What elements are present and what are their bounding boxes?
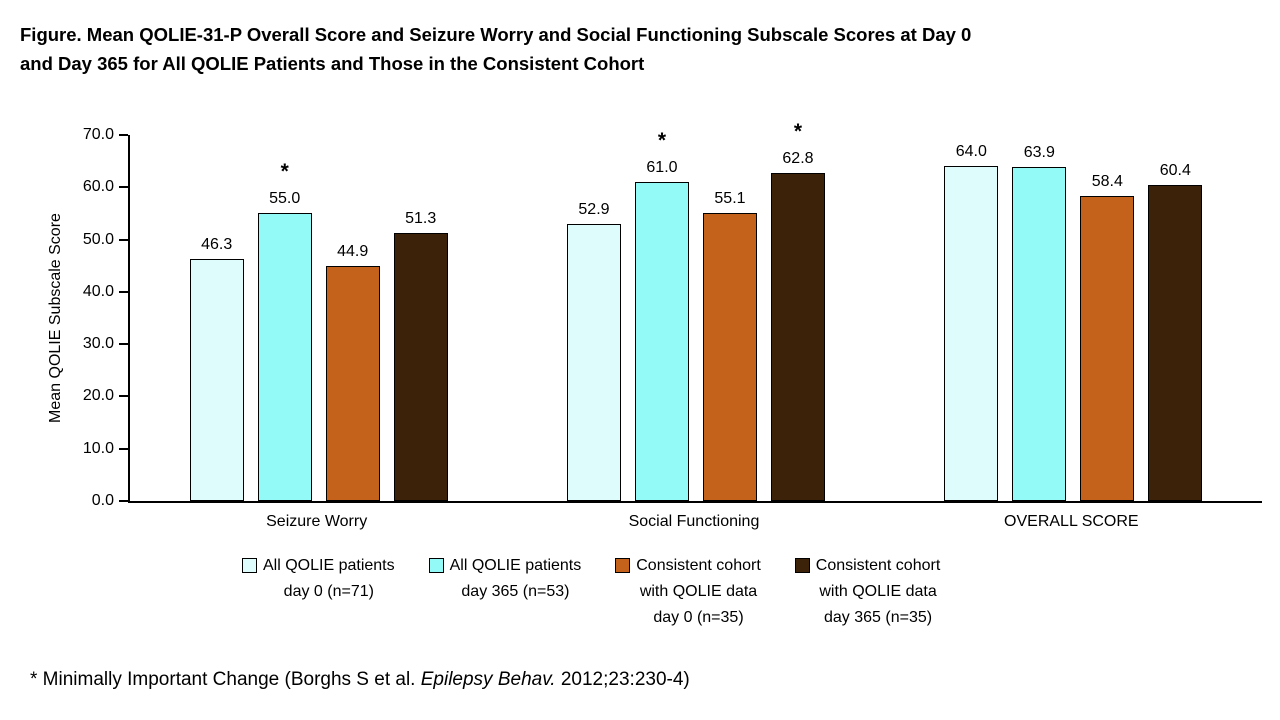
bar-value-label: 55.0 (269, 190, 301, 208)
footnote-journal: Epilepsy Behav. (420, 669, 556, 690)
legend-item: Consistent cohort with QOLIE data day 0 (n… (615, 553, 761, 631)
bar-value-label: 52.9 (578, 201, 610, 219)
bar-value-label: 44.9 (337, 243, 369, 261)
bar-column: 52.9 (566, 201, 621, 501)
bar-value-label: 61.0 (646, 159, 678, 177)
bar (566, 224, 621, 501)
y-tick-mark (119, 447, 128, 450)
bar-column: 51.3 (393, 209, 448, 501)
bar-group: 46.3 * 55.0 44.9 51.3 (130, 135, 507, 501)
legend-swatch (428, 558, 444, 573)
bar-column: 44.9 (325, 243, 380, 501)
bar-column: 60.4 (1148, 162, 1203, 501)
bar-column: 58.4 (1080, 172, 1135, 501)
y-tick-label: 60.0 (82, 178, 114, 196)
y-tick-mark (119, 186, 128, 189)
y-tick-label: 30.0 (82, 335, 114, 353)
bar (1012, 166, 1067, 501)
y-tick-mark (119, 500, 128, 502)
significance-star: * (657, 129, 667, 153)
legend-label: All QOLIE patients day 0 (n=71) (263, 557, 395, 600)
bar (1080, 195, 1135, 501)
y-tick-label: 10.0 (82, 439, 114, 457)
x-category-label: OVERALL SCORE (1004, 513, 1139, 530)
significance-star: * (793, 119, 803, 143)
y-tick-mark (119, 238, 128, 241)
bar-column: * 62.8 (770, 119, 825, 501)
bar-value-label: 64.0 (955, 143, 987, 161)
bar-group: 52.9 * 61.0 55.1 * 62.8 (507, 121, 884, 501)
legend-item: All QOLIE patients day 0 (n=71) (242, 553, 395, 631)
bar-column: 64.0 (944, 143, 999, 501)
x-category-label: Social Functioning (628, 513, 760, 530)
bar-column: 46.3 (189, 235, 244, 501)
bar-value-label: 60.4 (1159, 162, 1191, 180)
y-tick-label: 0.0 (91, 492, 114, 509)
bar-group: 64.0 63.9 58.4 60.4 (885, 135, 1262, 501)
bar-column: 55.1 (702, 189, 757, 501)
significance-star: * (280, 160, 289, 184)
bar (325, 266, 380, 501)
y-tick-mark (119, 134, 128, 136)
legend-swatch (242, 558, 257, 573)
legend-swatch (794, 558, 810, 573)
legend-item: All QOLIE patients day 365 (n=53) (428, 553, 582, 631)
bar (702, 212, 757, 501)
bar-value-label: 51.3 (405, 209, 437, 227)
y-axis-label: Mean QOLIE Subscale Score (47, 213, 64, 423)
bar-value-label: 55.1 (714, 189, 746, 207)
bar-value-label: 58.4 (1091, 172, 1123, 190)
y-tick-label: 70.0 (82, 126, 114, 143)
footnote-prefix: * Minimally Important Change (Borghs S e… (30, 669, 421, 690)
footnote: * Minimally Important Change (Borghs S e… (30, 669, 690, 691)
bar (393, 232, 448, 501)
y-tick-mark (119, 343, 128, 346)
legend: All QOLIE patients day 0 (n=71) All QOLIE … (242, 553, 940, 631)
bar (1148, 185, 1203, 501)
legend-swatch (615, 558, 631, 573)
bar-column: 63.9 (1012, 143, 1067, 501)
y-tick-label: 40.0 (82, 282, 114, 300)
figure-title: Figure. Mean QOLIE-31-P Overall Score an… (20, 24, 972, 74)
legend-item: Consistent cohort with QOLIE data day 365 … (794, 553, 941, 631)
bar-value-label: 63.9 (1023, 143, 1055, 161)
bar-value-label: 46.3 (201, 235, 233, 253)
bar (257, 213, 312, 501)
bar (634, 182, 689, 501)
bar-value-label: 62.8 (782, 149, 814, 167)
bar (189, 258, 244, 501)
legend-label: Consistent cohort with QOLIE data day 365 … (815, 557, 941, 626)
x-category-label: Seizure Worry (266, 513, 368, 530)
legend-label: Consistent cohort with QOLIE data day 0 (n… (636, 557, 761, 626)
y-tick-label: 20.0 (82, 387, 114, 405)
bar-column: * 61.0 (634, 129, 689, 501)
y-tick-mark (119, 395, 128, 398)
bar (944, 166, 999, 501)
legend-label: All QOLIE patients day 365 (n=53) (449, 557, 582, 600)
bar-column: * 55.0 (257, 160, 312, 501)
y-tick-mark (119, 290, 128, 293)
footnote-suffix: 2012;23:230-4) (555, 669, 690, 690)
bar-groups: 46.3 * 55.0 44.9 51.3 52.9 * 61.0 55.1 * 62.8 64.0 6… (130, 121, 1262, 501)
x-axis-labels: Seizure Worry Social Functioning OVERALL S… (128, 513, 1260, 531)
y-tick-label: 50.0 (82, 230, 114, 248)
bar (770, 172, 825, 501)
plot-area: 46.3 * 55.0 44.9 51.3 52.9 * 61.0 55.1 * 62.8 64.0 6… (83, 121, 1262, 509)
